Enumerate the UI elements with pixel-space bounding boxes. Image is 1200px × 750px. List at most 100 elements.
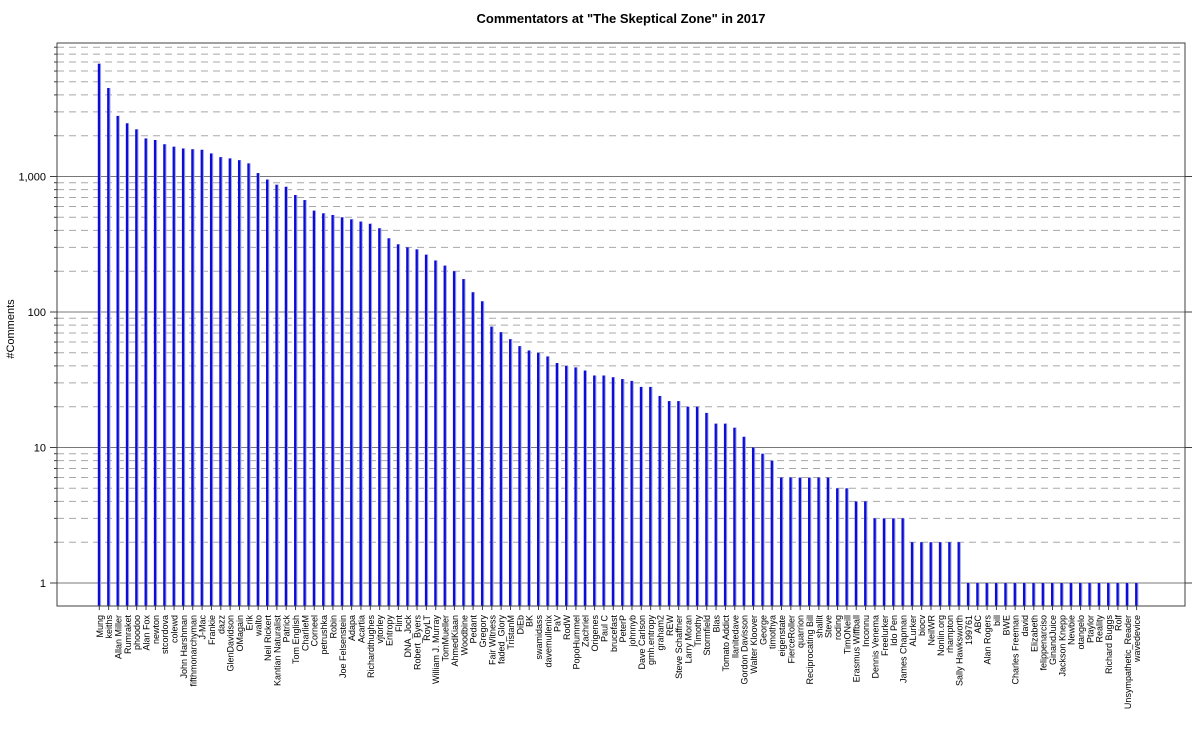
x-tick-label: graham2 bbox=[656, 615, 666, 651]
x-tick-label: Gordon Davisson bbox=[740, 615, 750, 685]
x-tick-label: Elizabeth bbox=[1029, 615, 1039, 652]
x-tick-label: GlenDavidson bbox=[226, 615, 236, 672]
x-tick-label: TristanM bbox=[506, 615, 516, 650]
bar-highlight bbox=[670, 401, 672, 606]
x-tick-label: wavedevice bbox=[1132, 615, 1142, 663]
bar bbox=[1022, 583, 1026, 606]
bar-highlight bbox=[483, 301, 485, 606]
x-tick-label: Adapa bbox=[347, 615, 357, 641]
bar bbox=[583, 370, 587, 606]
bar-highlight bbox=[230, 158, 232, 607]
bar-highlight bbox=[857, 501, 859, 606]
x-tick-label: Dave Carlson bbox=[637, 615, 647, 670]
x-tick-label: James Chapman bbox=[898, 615, 908, 683]
bar bbox=[630, 380, 634, 606]
bar-highlight bbox=[1128, 583, 1130, 606]
x-tick-label: BK bbox=[525, 615, 535, 627]
bar bbox=[322, 213, 326, 607]
bar-highlight bbox=[324, 213, 326, 607]
bar bbox=[1097, 583, 1101, 606]
bar bbox=[116, 115, 120, 606]
bar-highlight bbox=[156, 139, 158, 606]
bar-highlight bbox=[941, 542, 943, 606]
bar-highlight bbox=[763, 453, 765, 606]
bar-highlight bbox=[399, 244, 401, 606]
x-tick-label: keiths bbox=[104, 615, 114, 639]
x-tick-label: Nonlin.org bbox=[936, 615, 946, 656]
x-tick-label: Alan Fox bbox=[142, 615, 152, 651]
bar bbox=[387, 238, 391, 606]
bar-highlight bbox=[315, 210, 317, 606]
bar bbox=[359, 221, 363, 606]
bar bbox=[107, 87, 111, 607]
bar-highlight bbox=[1006, 583, 1008, 606]
bar bbox=[882, 518, 886, 606]
bar bbox=[256, 173, 260, 607]
x-tick-label: Origenes bbox=[590, 615, 600, 652]
x-tick-label: Richardthughes bbox=[366, 615, 376, 679]
bar-highlight bbox=[146, 138, 148, 606]
x-tick-label: Corneel bbox=[310, 615, 320, 647]
bar bbox=[938, 542, 942, 606]
x-tick-label: johnnyb bbox=[627, 615, 637, 648]
bar bbox=[611, 377, 615, 606]
bar-highlight bbox=[875, 518, 877, 606]
bar bbox=[901, 518, 905, 606]
bar bbox=[686, 406, 690, 606]
x-tick-label: newton bbox=[151, 615, 161, 644]
bar-highlight bbox=[922, 542, 924, 606]
bar bbox=[125, 123, 129, 607]
bar bbox=[1032, 583, 1036, 606]
bar-highlight bbox=[137, 129, 139, 606]
bar-highlight bbox=[1053, 583, 1055, 606]
x-tick-label: PaV bbox=[553, 615, 563, 632]
bar-highlight bbox=[389, 238, 391, 606]
x-tick-label: John Harshman bbox=[179, 615, 189, 679]
bar bbox=[172, 146, 176, 606]
x-tick-label: eigenstate bbox=[777, 615, 787, 657]
bar bbox=[247, 163, 251, 606]
bar bbox=[836, 488, 840, 606]
bar bbox=[219, 157, 223, 606]
bar-highlight bbox=[202, 149, 204, 606]
bar bbox=[434, 260, 438, 606]
x-tick-label: TomMueller bbox=[441, 615, 451, 662]
bar-highlight bbox=[1118, 583, 1120, 606]
bar bbox=[284, 186, 288, 606]
bar-highlight bbox=[997, 583, 999, 606]
bar-highlight bbox=[969, 583, 971, 606]
x-tick-label: Robert_Byers bbox=[413, 615, 423, 671]
x-tick-label: DNA_Jock bbox=[403, 615, 413, 658]
x-tick-label: vjtorley bbox=[375, 615, 385, 644]
bar-highlight bbox=[165, 144, 167, 606]
bar-highlight bbox=[473, 292, 475, 606]
x-tick-label: shallit bbox=[814, 615, 824, 639]
bar bbox=[527, 350, 531, 606]
bar-highlight bbox=[1090, 583, 1092, 606]
bar-highlight bbox=[520, 346, 522, 606]
bar-highlight bbox=[894, 518, 896, 606]
bar bbox=[462, 279, 466, 606]
bar bbox=[929, 542, 933, 606]
bar bbox=[826, 477, 830, 606]
bar-highlight bbox=[726, 423, 728, 606]
bar bbox=[639, 386, 643, 606]
x-tick-label: Zachriel bbox=[581, 615, 591, 647]
bar bbox=[191, 149, 195, 606]
x-tick-label: Charles Freeman bbox=[1011, 615, 1021, 685]
bar bbox=[854, 501, 858, 606]
x-tick-label: Steve bbox=[824, 615, 834, 638]
x-tick-label: DiEb bbox=[515, 615, 525, 635]
bar bbox=[873, 518, 877, 606]
bar-highlight bbox=[529, 350, 531, 606]
bar-highlight bbox=[212, 153, 214, 606]
x-tick-label: OMagain bbox=[235, 615, 245, 652]
bar bbox=[976, 583, 980, 606]
x-tick-label: RodW bbox=[562, 615, 572, 641]
bar bbox=[948, 542, 952, 606]
bar-highlight bbox=[128, 123, 130, 607]
bar-highlight bbox=[623, 379, 625, 606]
bar-highlight bbox=[427, 254, 429, 606]
bar bbox=[163, 144, 167, 606]
bar bbox=[443, 265, 447, 606]
